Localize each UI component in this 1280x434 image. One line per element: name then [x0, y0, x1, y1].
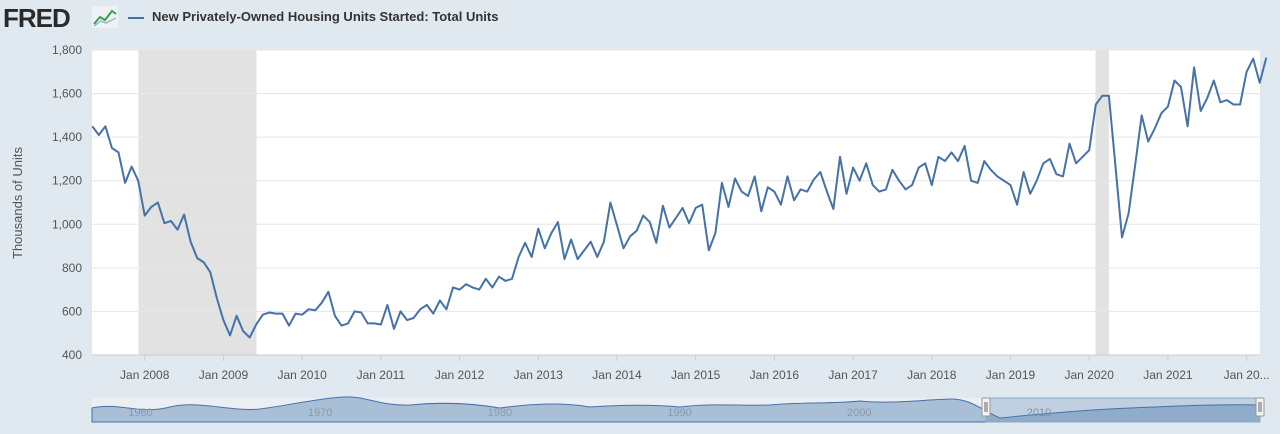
x-tick-label: Jan 2011	[357, 368, 406, 382]
x-tick-label: Jan 2019	[986, 368, 1036, 382]
y-tick-label: 600	[62, 304, 82, 318]
x-tick-label: Jan 2014	[592, 368, 642, 382]
y-axis: 400 600 800 1,000 1,200 1,400 1,600 1,800	[52, 43, 82, 362]
x-tick-label: Jan 20...	[1224, 368, 1270, 382]
legend-series-swatch	[128, 17, 144, 19]
x-tick-label: Jan 2021	[1143, 368, 1193, 382]
fred-logo[interactable]: FRED	[3, 3, 71, 33]
x-tick-label: Jan 2010	[277, 368, 327, 382]
series-layer	[91, 57, 1268, 339]
plot-background	[92, 50, 1260, 355]
navigator-area	[91, 396, 1261, 423]
x-tick-label: Jan 2016	[750, 368, 800, 382]
x-tick-label: Jan 2018	[907, 368, 957, 382]
navigator-tick-label: 2000	[847, 407, 871, 419]
x-tick-label: Jan 2012	[435, 368, 485, 382]
grid-lines	[92, 49, 1260, 312]
x-tick-label: Jan 2017	[828, 368, 878, 382]
x-axis: Jan 2008 Jan 2009 Jan 2010 Jan 2011 Jan 2012…	[92, 354, 1270, 382]
y-tick-label: 800	[62, 261, 82, 275]
x-tick-label: Jan 2020	[1065, 368, 1115, 382]
navigator-selection[interactable]	[985, 397, 1261, 423]
x-tick-label: Jan 2009	[199, 368, 249, 382]
navigator-handle-left[interactable]	[981, 397, 991, 417]
x-tick-label: Jan 2015	[671, 368, 721, 382]
y-tick-label: 1,600	[52, 87, 82, 101]
navigator-tick-label: 1960	[128, 407, 152, 419]
navigator-tick-label: 1990	[667, 407, 691, 419]
recession-band	[1095, 50, 1109, 355]
series-line	[91, 57, 1268, 339]
y-tick-label: 1,800	[52, 43, 82, 57]
navigator-handle-right[interactable]	[1255, 397, 1265, 417]
y-tick-label: 1,200	[52, 174, 82, 188]
y-tick-label: 1,400	[52, 130, 82, 144]
y-tick-label: 1,000	[52, 217, 82, 231]
chart-header: FRED New Privately-Owned Housing Units S…	[0, 0, 1280, 40]
navigator-tick-label: 1980	[488, 407, 512, 419]
y-axis-label: Thousands of Units	[10, 147, 25, 260]
x-tick-label: Jan 2013	[514, 368, 564, 382]
navigator-ticks: 1960 1970 1980 1990 2000 2010	[128, 407, 1051, 419]
y-tick-label: 400	[62, 348, 82, 362]
chart-title: New Privately-Owned Housing Units Starte…	[152, 9, 499, 24]
line-chart-icon	[92, 6, 118, 28]
navigator-tick-label: 1970	[308, 407, 332, 419]
navigator-tick-label: 2010	[1027, 407, 1051, 419]
x-tick-label: Jan 2008	[120, 368, 170, 382]
